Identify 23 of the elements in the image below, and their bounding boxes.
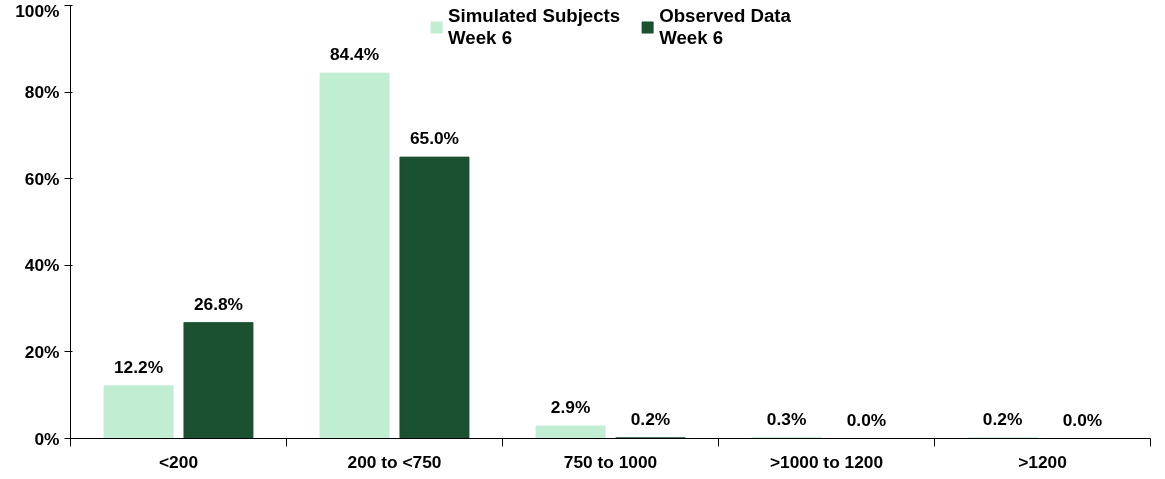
legend-label: Observed Data Week 6 [659, 5, 791, 49]
x-tick-label: >1000 to 1200 [769, 451, 884, 472]
data-label: 12.2% [113, 357, 164, 378]
y-tick-label: 80% [24, 82, 60, 103]
y-tick-label: 20% [24, 341, 60, 362]
data-label: 84.4% [329, 44, 380, 65]
data-label: 0.0% [1062, 409, 1103, 430]
data-label: 0.2% [982, 408, 1023, 429]
x-tick-label: 750 to 1000 [563, 451, 658, 472]
y-tick-label: 40% [24, 255, 60, 276]
data-label: 0.0% [846, 409, 887, 430]
y-tick-label: 60% [24, 168, 60, 189]
y-tick-label: 0% [34, 428, 60, 449]
x-tick-label: >1200 [1018, 451, 1067, 472]
data-label: 2.9% [550, 397, 591, 418]
data-label: 0.3% [766, 408, 807, 429]
x-tick-label: <200 [158, 451, 199, 472]
data-label: 0.2% [630, 408, 671, 429]
legend-label: Simulated Subjects Week 6 [448, 5, 621, 49]
data-label: 65.0% [409, 128, 460, 149]
data-label: 26.8% [193, 293, 244, 314]
x-tick-label: 200 to <750 [347, 451, 442, 472]
y-tick-label: 100% [15, 0, 60, 21]
